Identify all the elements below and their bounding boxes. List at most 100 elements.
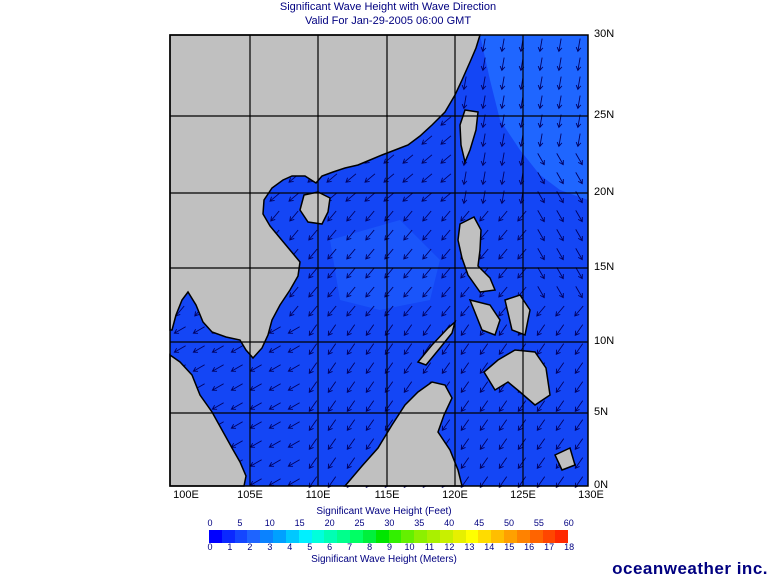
wave-arrow [460, 362, 470, 375]
wave-arrow [308, 248, 318, 260]
wave-arrow [499, 76, 506, 91]
color-scale-bar [209, 530, 569, 543]
wave-arrow [421, 154, 433, 164]
wave-arrow [499, 95, 506, 110]
wave-arrow [365, 248, 375, 260]
feet-tick-label: 50 [503, 518, 514, 528]
wave-arrow [308, 381, 318, 394]
wave-arrow [556, 153, 564, 166]
wave-arrow [441, 419, 451, 432]
wave-arrow [460, 210, 470, 222]
land-mindanao [483, 349, 551, 406]
wave-arrow [575, 133, 582, 148]
valid-time: Valid For Jan-29-2005 06:00 GMT [304, 15, 472, 27]
wave-arrow [498, 267, 508, 279]
feet-tick-label: 55 [533, 518, 544, 528]
wave-arrow [365, 438, 375, 451]
color-scale-swatch [452, 530, 466, 543]
wave-arrow [211, 383, 224, 391]
wave-arrow [346, 343, 356, 356]
wave-arrow [402, 192, 414, 202]
feet-tick-label: 10 [264, 518, 275, 528]
wave-arrow [402, 173, 414, 183]
wave-arrow [479, 248, 489, 260]
wave-arrow [384, 229, 394, 241]
wave-arrow [460, 438, 470, 451]
wave-arrow [575, 172, 583, 185]
wave-arrow [498, 248, 508, 260]
wave-arrow [517, 419, 527, 432]
wave-arrow [346, 248, 356, 260]
color-scale-swatch [465, 530, 479, 543]
wave-arrow [517, 438, 527, 451]
wave-arrow [575, 57, 582, 72]
wave-arrow [365, 419, 375, 432]
wave-arrow [460, 343, 470, 356]
wave-arrow [384, 286, 394, 298]
color-scale-swatch [285, 530, 299, 543]
wave-arrow [440, 192, 452, 202]
wave-arrow [556, 114, 563, 129]
meter-tick-label: 10 [404, 542, 415, 552]
wave-arrow [441, 286, 451, 298]
wave-arrow [536, 457, 546, 470]
wave-arrow [346, 438, 356, 451]
wave-arrow [422, 210, 432, 222]
wave-arrow [460, 400, 470, 413]
wave-arrow [288, 192, 300, 202]
wave-arrow [461, 171, 468, 186]
wave-arrow [192, 345, 205, 353]
longitude-label: 125E [510, 489, 536, 501]
legend-meters-title: Significant Wave Height (Meters) [311, 554, 457, 565]
wave-arrow [517, 457, 527, 470]
wave-arrow [575, 153, 583, 166]
latitude-label: 15N [594, 261, 615, 273]
wave-arrow [536, 400, 546, 413]
wave-arrow [346, 229, 356, 241]
chart-title: Significant Wave Height with Wave Direct… [279, 1, 497, 13]
wave-arrow [556, 229, 564, 242]
wave-arrow [327, 248, 337, 260]
wave-arrow [402, 154, 414, 164]
wave-arrow [537, 286, 545, 299]
wave-arrow [575, 229, 583, 242]
wave-arrow [326, 173, 338, 183]
wave-arrow [441, 229, 451, 241]
wave-arrow [211, 402, 224, 410]
wave-arrow [308, 438, 318, 451]
color-scale-swatch [273, 530, 286, 543]
wave-arrow [537, 57, 544, 72]
feet-tick-label: 5 [237, 518, 243, 528]
wave-arrow [537, 210, 545, 223]
wave-arrow [440, 116, 452, 126]
wave-arrow [422, 324, 432, 337]
wave-arrow [440, 154, 452, 164]
wave-arrow [556, 286, 564, 299]
longitude-label: 110E [305, 489, 331, 501]
wave-arrow [517, 210, 527, 222]
wave-arrow [346, 286, 356, 298]
longitude-label: 100E [173, 489, 199, 501]
color-scale-swatch [362, 530, 376, 543]
sea-light-region [480, 35, 588, 200]
wave-arrow [268, 421, 281, 429]
wave-arrow [480, 38, 487, 53]
wave-arrow [480, 57, 487, 72]
color-scale-swatch [529, 530, 543, 543]
color-scale-swatch [337, 530, 351, 543]
wave-arrow [498, 286, 508, 298]
wave-arrow [230, 383, 243, 391]
wave-arrow [211, 364, 224, 372]
color-scale-swatch [401, 530, 415, 543]
wave-arrow [327, 324, 337, 337]
wave-arrow [499, 171, 506, 186]
legend-feet-title: Significant Wave Height (Feet) [316, 506, 452, 517]
wave-arrow [498, 457, 508, 470]
wave-arrow [460, 457, 470, 470]
wave-arrow [536, 324, 546, 337]
wave-arrow [192, 364, 205, 372]
wave-arrow [421, 173, 433, 183]
wave-arrow [461, 95, 468, 110]
wave-arrow [384, 267, 394, 279]
color-scale-swatch [350, 530, 363, 543]
